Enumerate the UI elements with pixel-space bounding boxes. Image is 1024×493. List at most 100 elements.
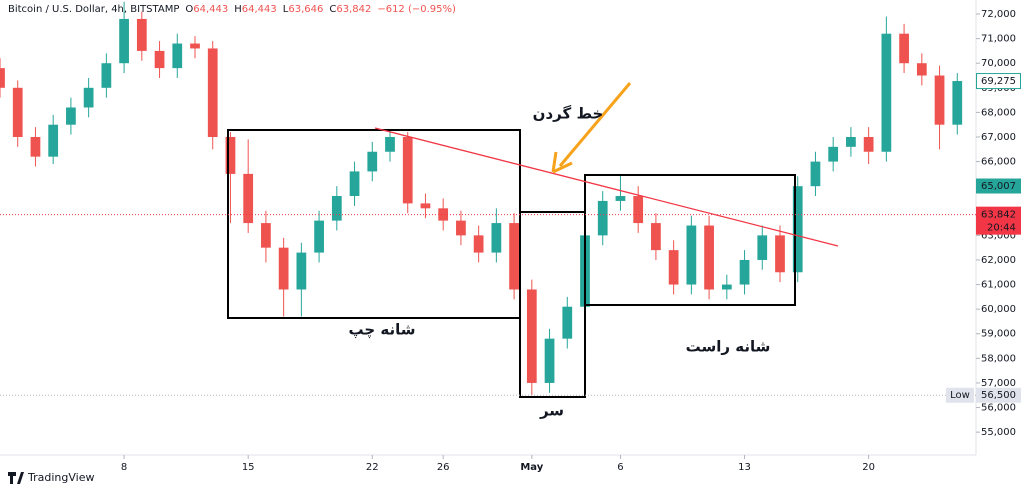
y-tick-label: 55,000 — [981, 427, 1016, 438]
candle-body — [757, 235, 768, 260]
candle-body — [615, 196, 626, 201]
candle-body — [526, 289, 537, 383]
candle-body — [207, 48, 218, 137]
price-tag-label: 56,500 — [981, 390, 1016, 401]
candle-body — [101, 63, 112, 88]
candle-body — [491, 223, 502, 253]
candle-body — [846, 136, 856, 147]
candle-body — [881, 33, 892, 152]
candle-body — [402, 136, 413, 204]
candle-body — [438, 208, 449, 221]
candle-body — [916, 63, 927, 76]
plot — [0, 1, 963, 396]
x-tick-label: May — [520, 462, 543, 473]
candle-body — [952, 81, 963, 125]
right-shoulder-box — [584, 174, 796, 306]
candle-body — [225, 136, 236, 174]
candle-body — [243, 173, 254, 224]
candle-body — [828, 146, 839, 162]
candle-body — [119, 18, 129, 64]
candle-body — [48, 124, 59, 157]
candle-body — [544, 338, 555, 383]
candle-body — [314, 220, 324, 253]
price-tag-badge-label: Low — [950, 390, 970, 401]
candle-body — [30, 136, 41, 157]
neckline-label: خط گردن — [533, 105, 604, 123]
watermark: TradingView — [27, 471, 94, 484]
neckline — [374, 127, 839, 247]
x-tick-label: 15 — [242, 462, 255, 473]
y-tick-label: 63,000 — [981, 230, 1016, 241]
ohlc-value: 64,443 — [242, 4, 277, 15]
ohlc-value: 63,646 — [288, 4, 323, 15]
candle-body — [331, 196, 342, 221]
price-tag-sub: 20:44 — [987, 223, 1016, 234]
candle-body — [456, 220, 466, 236]
x-tick-label: 13 — [738, 462, 751, 473]
candle-body — [367, 151, 378, 172]
x-tick-label: 6 — [617, 462, 623, 473]
arrow — [558, 82, 632, 167]
price-tag-label: 63,842 — [981, 210, 1016, 221]
right-shoulder-label: شانه راست — [686, 338, 771, 356]
y-tick-label: 60,000 — [981, 304, 1016, 315]
y-tick-label: 68,000 — [981, 107, 1016, 118]
y-tick-label: 57,000 — [981, 378, 1016, 389]
pattern — [227, 82, 839, 398]
candle-body — [668, 250, 679, 285]
price-tag — [976, 73, 1021, 90]
symbol: Bitcoin / U.S. Dollar, 4h, BITSTAMP — [8, 4, 179, 15]
candle-body — [420, 203, 431, 209]
candle-body — [385, 136, 395, 152]
head-label: سر — [539, 402, 564, 420]
ohlc-key: L — [283, 4, 289, 15]
y-tick-label: 67,000 — [981, 132, 1016, 143]
x-tick-label: 8 — [121, 462, 127, 473]
candle-body — [934, 75, 945, 125]
candle-body — [349, 171, 360, 197]
candle-body — [278, 247, 289, 290]
candle-body — [0, 68, 5, 88]
y-tick-label: 56,000 — [981, 403, 1016, 414]
y-tick-label: 62,000 — [981, 255, 1016, 266]
ohlc-key: C — [329, 4, 336, 15]
candle-body — [562, 306, 573, 339]
candle-body — [12, 87, 23, 137]
candle-body — [704, 225, 714, 290]
y-tick-label: 58,000 — [981, 353, 1016, 364]
candle-body — [66, 107, 76, 125]
x-tick-label: 20 — [862, 462, 875, 473]
y-tick-label: 70,000 — [981, 58, 1016, 69]
y-tick-label: 59,000 — [981, 329, 1016, 340]
candle-body — [473, 235, 484, 253]
candle-body — [792, 186, 803, 273]
candle-body — [83, 87, 94, 108]
price-tag — [976, 387, 1021, 403]
x-tick-label: 22 — [366, 462, 379, 473]
y-tick-label: 61,000 — [981, 280, 1016, 291]
candle-body — [775, 235, 785, 273]
candle-body — [863, 136, 874, 152]
ohlc-value: 63,842 — [336, 4, 371, 15]
candle-body — [190, 43, 200, 49]
candle-body — [739, 259, 750, 285]
y-tick-label: 72,000 — [981, 9, 1016, 20]
y-tick-label: 71,000 — [981, 34, 1016, 45]
candle-body — [136, 18, 147, 51]
candle-body — [261, 223, 271, 248]
candle-body — [296, 252, 307, 290]
left-shoulder-label: شانه چپ — [348, 321, 415, 340]
price-tag-badge — [946, 387, 974, 403]
change: −612 (−0.95%) — [377, 4, 456, 15]
y-tick-label: 66,000 — [981, 157, 1016, 168]
candle-body — [686, 225, 697, 285]
candle-body — [899, 33, 909, 64]
ohlc-key: H — [234, 4, 242, 15]
price-tag — [976, 178, 1021, 194]
ohlc-key: O — [185, 4, 193, 15]
price-tag-label: 65,007 — [981, 181, 1016, 192]
candle-body — [721, 284, 732, 290]
candle-body — [810, 161, 821, 187]
